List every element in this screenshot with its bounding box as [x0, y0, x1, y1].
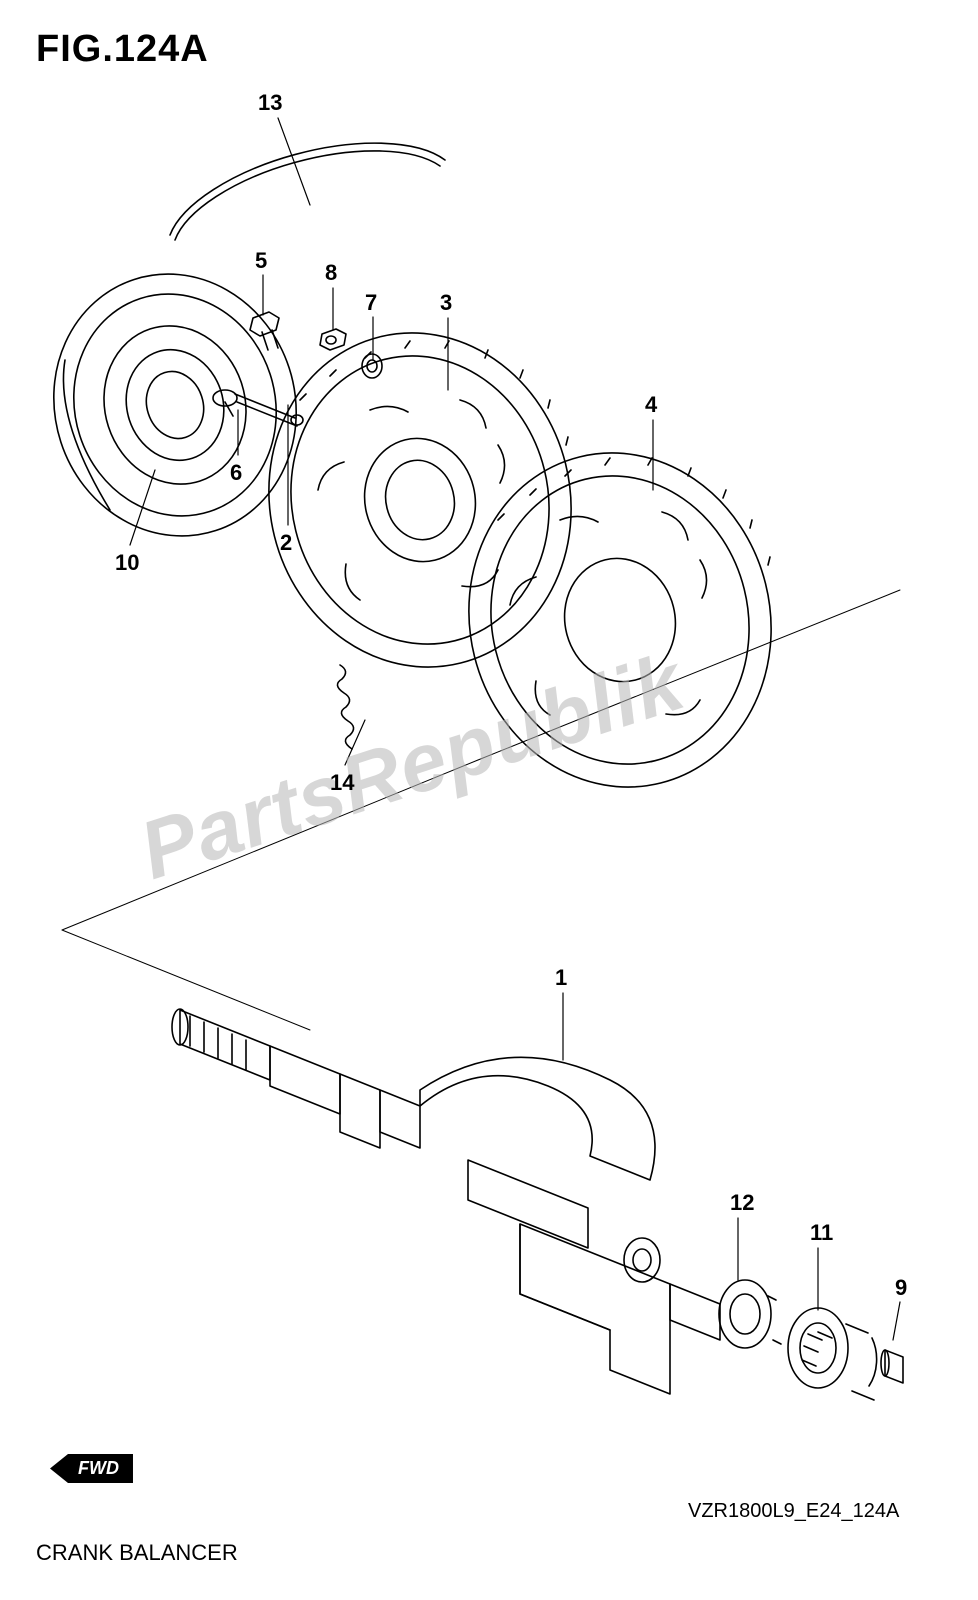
part-11-bearing: [788, 1308, 877, 1400]
callout-3: 3: [440, 290, 452, 316]
part-8-nut: [320, 329, 346, 350]
drawing-code: VZR1800L9_E24_124A: [688, 1500, 899, 1523]
callout-14: 14: [330, 770, 354, 796]
part-14-spring: [337, 665, 353, 749]
part-4-gear: [434, 421, 806, 820]
part-13-snapring: [170, 143, 445, 235]
part-5-bolt: [250, 312, 279, 350]
callout-6: 6: [230, 460, 242, 486]
callout-9: 9: [895, 1275, 907, 1301]
part-9-pin: [881, 1350, 903, 1383]
leader-lines: [130, 118, 900, 1340]
part-3-gear: [234, 301, 606, 700]
drawing-title: CRANK BALANCER: [36, 1540, 238, 1566]
callout-7: 7: [365, 290, 377, 316]
callout-8: 8: [325, 260, 337, 286]
callout-13: 13: [258, 90, 282, 116]
part-1-balancer-shaft: [172, 1009, 720, 1394]
part-10-bearing: [20, 242, 330, 567]
parts-diagram: [0, 0, 978, 1600]
callout-12: 12: [730, 1190, 754, 1216]
callout-4: 4: [645, 392, 657, 418]
callout-11: 11: [810, 1220, 833, 1246]
callout-1: 1: [555, 965, 567, 991]
callout-2: 2: [280, 530, 292, 556]
part-12-seal: [719, 1280, 781, 1348]
callout-10: 10: [115, 550, 139, 576]
callout-5: 5: [255, 248, 267, 274]
